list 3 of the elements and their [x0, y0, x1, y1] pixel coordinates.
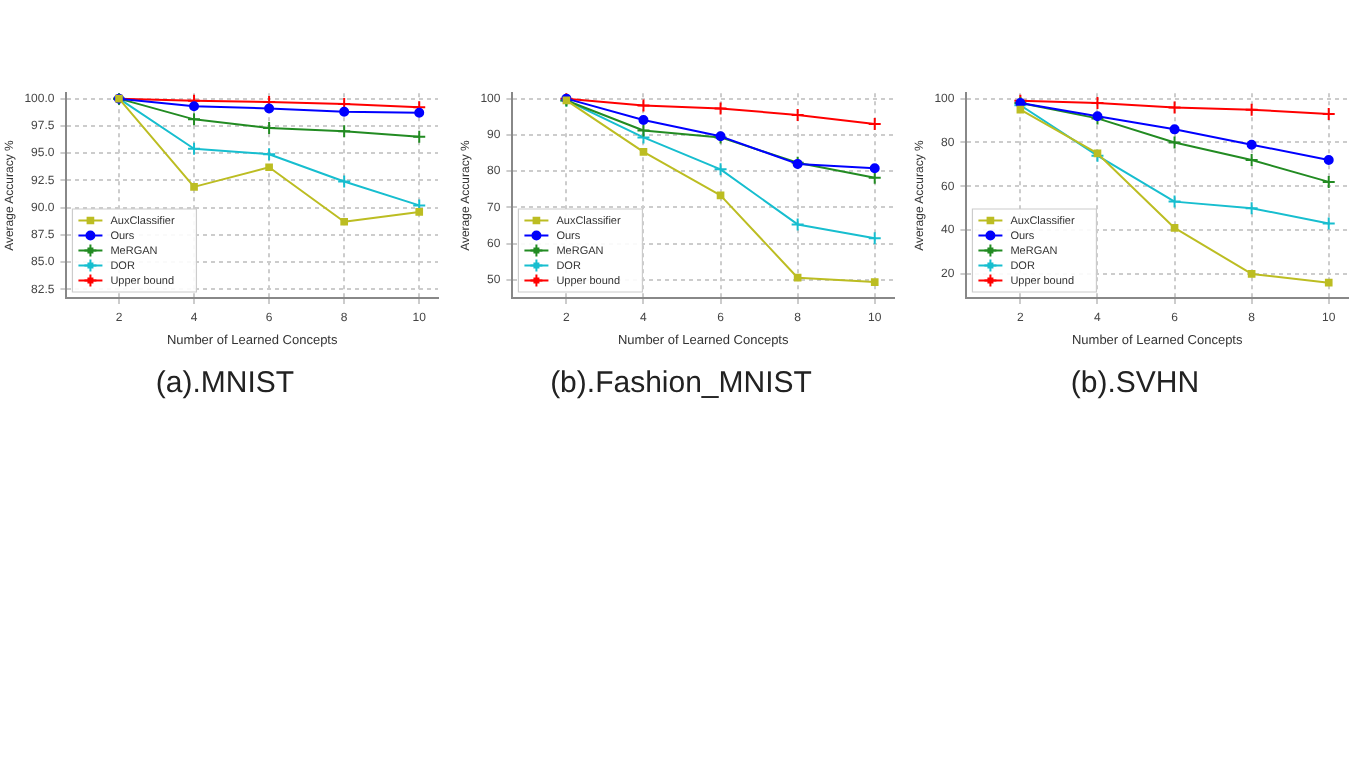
text: (b).SVHN — [1068, 366, 1202, 400]
text: (b).Fashion_MNIST — [548, 366, 814, 400]
text: (a).MNIST — [153, 366, 297, 400]
